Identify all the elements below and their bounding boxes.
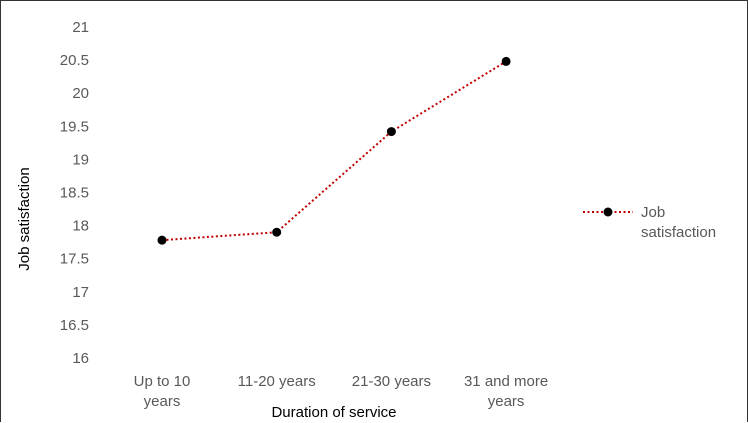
x-tick-label: 31 and more years (464, 373, 548, 410)
y-tick-label: 20 (72, 85, 89, 102)
data-point (386, 127, 396, 137)
x-tick-label: 21-30 years (352, 373, 431, 390)
x-axis-ticks: Up to 10 years 11-20 years 21-30 years 31 an… (134, 373, 549, 410)
y-tick-label: 16 (72, 350, 89, 367)
x-tick-label: 11-20 years (238, 373, 316, 390)
data-point (272, 227, 282, 237)
data-point (501, 56, 511, 66)
y-tick-label: 17 (72, 284, 89, 301)
legend-label: Job satisfaction (641, 204, 716, 241)
series-line (161, 60, 507, 242)
y-tick-label: 16.5 (60, 317, 89, 334)
y-tick-label: 17.5 (60, 251, 89, 268)
y-tick-label: 19.5 (60, 118, 89, 135)
legend-marker (603, 207, 613, 217)
legend: Job satisfaction (583, 204, 716, 241)
y-axis-ticks: 16 16.5 17 17.5 18 18.5 19 19.5 20 20.5 21 (60, 19, 89, 367)
y-tick-label: 18.5 (60, 185, 89, 202)
x-axis-title: Duration of service (271, 404, 396, 421)
y-axis-title: Job satisfaction (16, 167, 33, 270)
y-tick-label: 19 (72, 151, 89, 168)
y-tick-label: 21 (72, 19, 89, 36)
y-tick-label: 18 (72, 218, 89, 235)
y-tick-label: 20.5 (60, 52, 89, 69)
x-tick-label: Up to 10 years (134, 373, 191, 410)
data-point (157, 235, 167, 245)
series-layer (157, 56, 511, 245)
